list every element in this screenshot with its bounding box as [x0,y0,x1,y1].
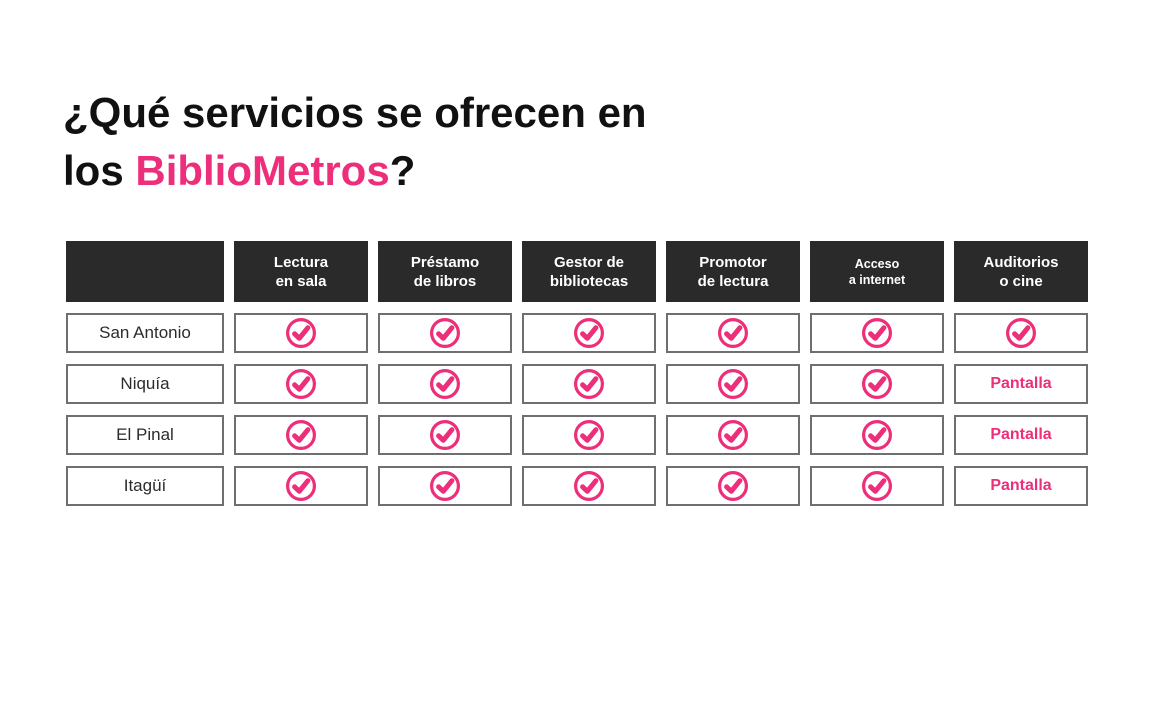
service-cell: Pantalla [954,364,1088,404]
table-corner-cell [66,241,224,302]
pantalla-label: Pantalla [990,426,1052,443]
service-cell [810,313,944,353]
service-cell [378,313,512,353]
column-header: Lectura en sala [234,241,368,302]
check-circle-icon [430,318,460,348]
service-cell [666,364,800,404]
station-label: San Antonio [66,313,224,353]
check-circle-icon [718,471,748,501]
title-line2-prefix: los [63,147,136,194]
service-cell [234,364,368,404]
check-circle-icon [718,369,748,399]
column-header: Préstamo de libros [378,241,512,302]
check-circle-icon [718,420,748,450]
service-cell [522,364,656,404]
service-cell [234,313,368,353]
column-header: Acceso a internet [810,241,944,302]
title-question-mark: ? [389,147,416,194]
check-circle-icon [430,420,460,450]
check-circle-icon [574,471,604,501]
service-cell [810,364,944,404]
check-circle-icon [430,369,460,399]
service-cell [234,415,368,455]
service-cell [234,466,368,506]
service-cell [378,466,512,506]
pantalla-label: Pantalla [990,375,1052,392]
service-cell [522,466,656,506]
column-header: Auditorios o cine [954,241,1088,302]
check-circle-icon [862,420,892,450]
check-circle-icon [286,420,316,450]
pantalla-label: Pantalla [990,477,1052,494]
service-cell [522,415,656,455]
service-cell [378,364,512,404]
check-circle-icon [862,471,892,501]
service-cell [666,313,800,353]
column-header: Gestor de bibliotecas [522,241,656,302]
service-cell [666,466,800,506]
service-cell [810,415,944,455]
service-cell [522,313,656,353]
column-header: Promotor de lectura [666,241,800,302]
station-label: El Pinal [66,415,224,455]
service-cell [378,415,512,455]
check-circle-icon [574,318,604,348]
check-circle-icon [1006,318,1036,348]
check-circle-icon [574,420,604,450]
service-cell: Pantalla [954,415,1088,455]
services-table: Lectura en sala Préstamo de libros Gestor … [66,241,1088,506]
page-title: ¿Qué servicios se ofrecen en los BiblioMe… [63,84,647,200]
check-circle-icon [430,471,460,501]
title-bibliometros-highlight: BiblioMetros [135,147,390,194]
station-label: Itagüí [66,466,224,506]
check-circle-icon [574,369,604,399]
check-circle-icon [286,318,316,348]
title-line1: ¿Qué servicios se ofrecen en [63,89,647,136]
check-circle-icon [862,318,892,348]
service-cell [954,313,1088,353]
check-circle-icon [286,369,316,399]
service-cell [666,415,800,455]
service-cell: Pantalla [954,466,1088,506]
check-circle-icon [286,471,316,501]
check-circle-icon [862,369,892,399]
service-cell [810,466,944,506]
station-label: Niquía [66,364,224,404]
check-circle-icon [718,318,748,348]
